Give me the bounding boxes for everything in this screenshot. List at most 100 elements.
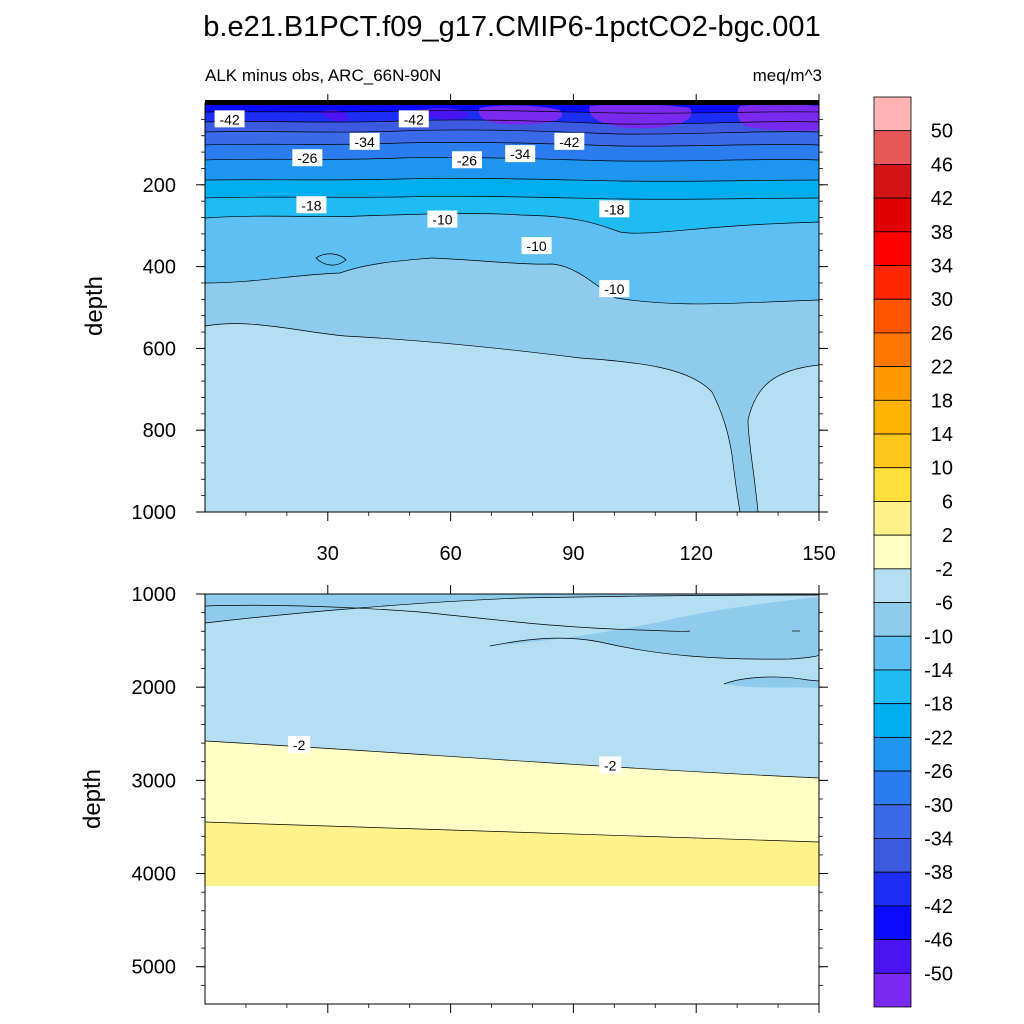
contour-label: -10 <box>427 210 458 228</box>
upper-y-axis-label: depth <box>81 276 108 336</box>
svg-text:-34: -34 <box>510 146 530 162</box>
colorbar-label: 34 <box>931 256 953 278</box>
colorbar-label: 42 <box>931 188 953 210</box>
colorbar-swatch <box>873 501 912 536</box>
colorbar-label: -22 <box>924 727 953 749</box>
chart-units: meq/m^3 <box>753 66 822 85</box>
colorbar-swatch <box>873 197 912 233</box>
colorbar-swatch <box>873 838 912 873</box>
y-tick-label: 2000 <box>132 677 177 699</box>
colorbar-label: -50 <box>924 963 953 985</box>
colorbar-swatch <box>873 635 912 671</box>
colorbar-label: -26 <box>924 761 953 783</box>
colorbar-label: -10 <box>924 626 953 648</box>
lower-contour-fill <box>205 594 819 1004</box>
contour-label: -34 <box>349 132 380 150</box>
colorbar-swatch <box>873 130 912 165</box>
colorbar-label: -2 <box>935 559 953 581</box>
colorbar-swatch <box>873 265 912 300</box>
svg-text:-2: -2 <box>604 757 617 773</box>
colorbar-swatch <box>873 534 912 570</box>
contour-label: -42 <box>214 110 245 128</box>
y-tick-label: 400 <box>143 257 176 279</box>
svg-text:-26: -26 <box>457 152 477 168</box>
colorbar-label: -30 <box>924 795 953 817</box>
x-tick-label: 120 <box>680 543 713 565</box>
contour-label: -42 <box>398 110 429 128</box>
colorbar-label: -14 <box>924 660 953 682</box>
x-tick-label: 30 <box>317 543 339 565</box>
contour-label: -18 <box>296 196 327 214</box>
chart-title: b.e21.B1PCT.f09_g17.CMIP6-1pctCO2-bgc.00… <box>203 11 820 43</box>
colorbar-swatch <box>873 602 912 637</box>
colorbar-label: 10 <box>931 458 953 480</box>
colorbar-swatch <box>873 804 912 839</box>
contour-label: -26 <box>292 149 323 167</box>
colorbar-label: 22 <box>931 357 953 379</box>
svg-text:-18: -18 <box>604 201 624 217</box>
x-tick-label: 150 <box>802 543 835 565</box>
colorbar-label: 30 <box>931 289 953 311</box>
lower-plot-panel: 1000 2000 3000 4000 5000 -2 -2 depth <box>79 584 828 1013</box>
upper-plot-frame <box>204 102 820 513</box>
y-tick-label: 1000 <box>132 502 177 524</box>
contour-label: -18 <box>599 200 630 218</box>
y-tick-label: 5000 <box>132 957 177 979</box>
contour-label: -2 <box>288 735 311 753</box>
colorbar-label: 50 <box>931 121 953 143</box>
svg-text:-42: -42 <box>219 111 239 127</box>
colorbar-swatch <box>873 366 912 401</box>
colorbar-label: -18 <box>924 694 953 716</box>
colorbar-label: -6 <box>935 593 953 615</box>
y-tick-label: 200 <box>143 175 176 197</box>
colorbar-swatch <box>873 399 912 435</box>
colorbar-label: 26 <box>931 323 953 345</box>
colorbar-swatch <box>873 669 912 705</box>
colorbar-swatch <box>873 164 912 199</box>
chart-subtitle-left: ALK minus obs, ARC_66N-90N <box>205 66 441 85</box>
colorbar-label: -34 <box>924 828 953 850</box>
colorbar-swatch <box>873 332 912 368</box>
svg-text:-26: -26 <box>297 150 317 166</box>
colorbar-label: 6 <box>942 491 953 513</box>
svg-text:-34: -34 <box>355 134 375 150</box>
colorbar-label: -46 <box>924 930 953 952</box>
contour-label: -34 <box>505 145 536 163</box>
y-tick-label: 1000 <box>132 584 177 606</box>
colorbar-label: -42 <box>924 896 953 918</box>
svg-text:-42: -42 <box>404 111 424 127</box>
colorbar-swatch <box>873 298 912 334</box>
colorbar-label: 38 <box>931 222 953 244</box>
colorbar-label: 14 <box>931 424 953 446</box>
colorbar-label: -38 <box>924 862 953 884</box>
lower-y-axis-label: depth <box>79 769 106 829</box>
contour-label: -26 <box>451 151 482 169</box>
colorbar-swatch <box>873 972 912 1008</box>
y-tick-label: 800 <box>143 420 176 442</box>
colorbar-label: 2 <box>942 525 953 547</box>
x-tick-label: 60 <box>439 543 461 565</box>
x-tick-label: 90 <box>562 543 584 565</box>
svg-text:-2: -2 <box>293 737 306 753</box>
upper-plot-panel: 30 60 90 120 150 200 400 600 800 1000 -42 -42 -34 -4… <box>81 94 836 565</box>
contour-label: -10 <box>521 237 552 255</box>
colorbar-swatch <box>873 433 912 469</box>
colorbar-swatch <box>873 467 912 502</box>
colorbar: 50 46 42 38 34 30 26 22 18 14 10 6 2 -2 -6 -10 -14 -18 -22… <box>873 96 953 1008</box>
contour-label: -2 <box>599 756 622 774</box>
svg-text:-18: -18 <box>301 197 321 213</box>
colorbar-swatch <box>873 568 912 603</box>
svg-text:-10: -10 <box>604 281 624 297</box>
y-tick-label: 3000 <box>132 770 177 792</box>
colorbar-swatch <box>873 231 912 266</box>
colorbar-label: 18 <box>931 390 953 412</box>
svg-text:-10: -10 <box>432 212 452 228</box>
colorbar-swatch <box>873 736 912 772</box>
colorbar-label: 46 <box>931 154 953 176</box>
colorbar-swatch <box>873 939 912 974</box>
contour-label: -42 <box>554 132 585 150</box>
y-tick-label: 600 <box>143 338 176 360</box>
colorbar-swatch <box>873 770 912 806</box>
colorbar-swatch <box>873 703 912 738</box>
svg-text:-10: -10 <box>526 238 546 254</box>
